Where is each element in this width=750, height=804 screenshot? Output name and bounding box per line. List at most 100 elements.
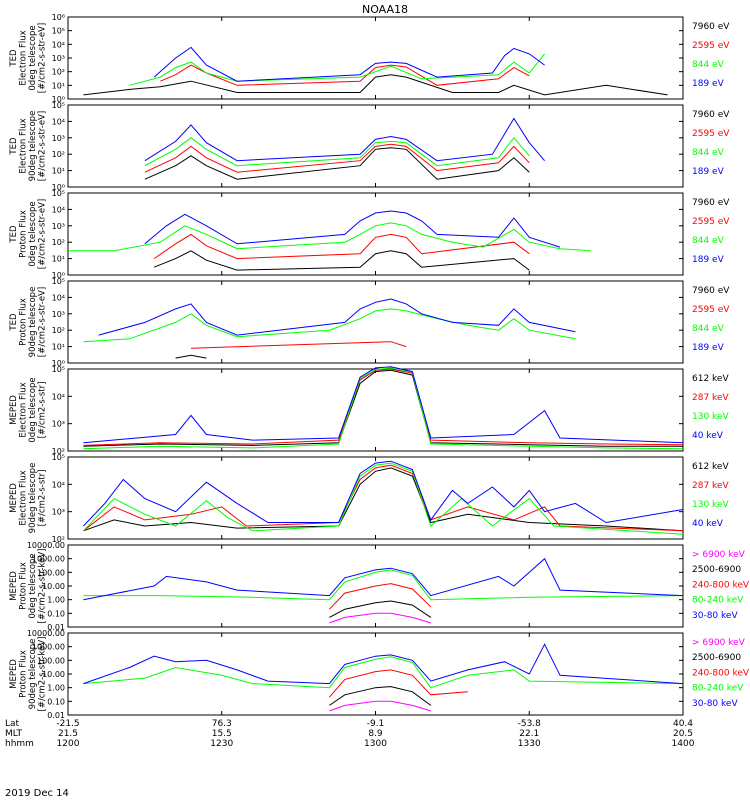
panel-6-ytick-label-6: 10000.00: [27, 541, 65, 550]
panel-7-legend-1: 2500-6900: [692, 653, 741, 663]
panel-7-series-red: [329, 669, 468, 698]
panel-6-ytick-label-5: 1000.00: [32, 555, 65, 564]
panel-7-ytick-label-2: 1.00: [47, 684, 65, 693]
panel-5-ylabel-line-0: MEPED: [9, 483, 19, 513]
panel-1-ylabel-line-2: 90deg telescope: [28, 111, 38, 182]
panel-6-ylabel-line-3: [#/cm2-s-str-keV]: [37, 549, 47, 624]
panel-3-legend-3: 189 eV: [692, 343, 725, 353]
panel-7-legend-4: 30-80 keV: [692, 699, 738, 709]
panel-3-ylabel-line-1: Proton Flux: [18, 298, 28, 346]
footer-row-label-lat: Lat: [5, 719, 20, 729]
footer-lat-value-2: -9.1: [367, 719, 385, 729]
panel-4-legend-2: 130 keV: [692, 412, 729, 422]
panel-2-ytick-label-5: 10⁵: [52, 189, 65, 198]
panel-0-ytick-label-5: 10⁵: [52, 27, 65, 36]
panel-2-legend-2: 844 eV: [692, 236, 725, 246]
panel-6-ylabel-line-2: 0deg telescope: [28, 553, 38, 618]
panel-6-series-blue: [83, 557, 684, 601]
panel-2-series-green: [68, 222, 591, 252]
footer-hhmm-value-1: 1230: [210, 739, 233, 749]
panel-1-ytick-label-1: 10¹: [52, 167, 65, 176]
panel-2-frame: [67, 192, 684, 276]
panel-0-series-red: [160, 64, 530, 86]
panel-0-ylabel-line-0: TED: [9, 49, 19, 68]
panel-6-ytick-label-1: 0.10: [47, 609, 65, 618]
panel-4-legend-0: 612 keV: [692, 374, 729, 384]
panel-5-series-blue: [83, 460, 684, 527]
footer-hhmm-value-3: 1330: [518, 739, 541, 749]
panel-7-ytick-label-3: 10.00: [42, 670, 65, 679]
panel-6-series-magenta: [329, 612, 431, 624]
panel-5-legend-3: 40 keV: [692, 519, 724, 529]
panel-5-legend-2: 130 keV: [692, 500, 729, 510]
footer-hhmm-value-0: 1200: [57, 739, 80, 749]
panel-4: 10² 10³ 10⁴ 10⁵ MEPED Electron Flux 0deg teles…: [9, 365, 730, 456]
panel-0-ytick-label-1: 10¹: [52, 81, 65, 90]
panel-1-ytick-label-5: 10⁵: [52, 101, 65, 110]
panel-0-legend-3: 189 eV: [692, 79, 725, 89]
panel-3-ytick-label-2: 10²: [52, 326, 65, 335]
footer-axis-labels: Lat -21.5 76.3 -9.1 -53.8 40.4 MLT 21.5 15.5 8.9 2…: [5, 719, 695, 749]
panel-5-ylabel-line-1: Electron Flux: [18, 470, 28, 525]
panel-5-ytick-label-1: 10³: [52, 508, 65, 517]
panel-1-ytick-label-3: 10³: [52, 134, 65, 143]
panel-6-legend-2: 240-800 keV: [692, 580, 750, 590]
panel-4-series-black: [83, 369, 683, 447]
panel-4-ytick-label-3: 10⁵: [52, 365, 65, 374]
panel-1-series-black: [144, 147, 530, 180]
panel-6-ylabel-line-1: Proton Flux: [18, 562, 28, 610]
panel-1-legend-1: 2595 eV: [692, 129, 730, 139]
footer-mlt-value-2: 8.9: [368, 729, 383, 739]
panel-4-series-red: [83, 368, 684, 446]
panel-3-series-black: [175, 354, 207, 359]
panel-6-legend-0: > 6900 keV: [692, 550, 746, 560]
panel-1: 10⁰ 10¹ 10² 10³ 10⁴ 10⁵ TED Electron Flux 90deg …: [9, 101, 731, 192]
panel-0-ylabel-line-3: [#/cm2-s-str-eV]: [37, 23, 47, 93]
panel-5-ytick-label-3: 10⁵: [52, 453, 65, 462]
panel-3-legend-1: 2595 eV: [692, 305, 730, 315]
panel-7-series-black: [329, 686, 432, 706]
panel-1-legend-2: 844 eV: [692, 148, 725, 158]
panel-6-series-red: [329, 583, 432, 610]
footer-lat-value-1: 76.3: [212, 719, 232, 729]
panel-7-legend-0: > 6900 keV: [692, 638, 746, 648]
panel-6-ytick-label-0: 0.01: [47, 623, 65, 632]
panel-1-series-red: [144, 143, 530, 173]
panel-2-series-red: [153, 233, 530, 260]
panel-4-ylabel-line-0: MEPED: [9, 395, 19, 425]
footer-mlt-value-0: 21.5: [58, 729, 78, 739]
footer-lat-value-3: -53.8: [518, 719, 542, 729]
panel-1-ytick-label-2: 10²: [52, 150, 65, 159]
panel-4-ytick-label-0: 10²: [52, 447, 65, 456]
panel-0-series-black: [83, 74, 668, 96]
panel-5: 10² 10³ 10⁴ 10⁵ MEPED Electron Flux 90deg tele…: [9, 453, 730, 544]
panel-3-legend-2: 844 eV: [692, 324, 725, 334]
panel-6-legend-3: 80-240 keV: [692, 596, 744, 606]
panel-3-series-green: [83, 308, 576, 343]
panel-7-ytick-label-6: 10000.00: [27, 629, 65, 638]
panel-7-ylabel-line-3: [#/cm2-s-str-keV]: [37, 637, 47, 712]
panel-3-ytick-label-1: 10¹: [52, 343, 65, 352]
panel-5-legend-0: 612 keV: [692, 462, 729, 472]
panel-4-ytick-label-1: 10³: [52, 420, 65, 429]
panel-2-ylabel-line-2: 0deg telescope: [28, 201, 38, 266]
panel-7-series-green: [83, 656, 684, 689]
panel-3-ylabel-line-0: TED: [9, 313, 19, 332]
panel-3-ylabel-line-3: [#/cm2-s-str-eV]: [37, 287, 47, 357]
panel-7-ytick-label-0: 0.01: [47, 711, 65, 720]
panel-7-frame: [67, 632, 684, 716]
panel-3-legend-0: 7960 eV: [692, 286, 730, 296]
panel-6-legend-4: 30-80 keV: [692, 611, 738, 621]
footer-mlt-value-4: 20.5: [673, 729, 693, 739]
panel-3-ylabel-line-2: 90deg telescope: [28, 287, 38, 358]
panel-6-series-green: [83, 569, 684, 601]
panel-7: 0.01 0.10 1.00 10.00 100.00 1000.00 10000.00 ME…: [9, 629, 750, 720]
panel-4-legend-1: 287 keV: [692, 393, 729, 403]
panel-2-ytick-label-2: 10²: [52, 238, 65, 247]
panel-2-legend-1: 2595 eV: [692, 217, 730, 227]
panel-0-legend-0: 7960 eV: [692, 22, 730, 32]
panel-0-legend-1: 2595 eV: [692, 41, 730, 51]
panel-1-ylabel-line-0: TED: [9, 137, 19, 156]
panel-5-series-green: [83, 462, 684, 535]
footer-row-label-mlt: MLT: [5, 729, 23, 739]
